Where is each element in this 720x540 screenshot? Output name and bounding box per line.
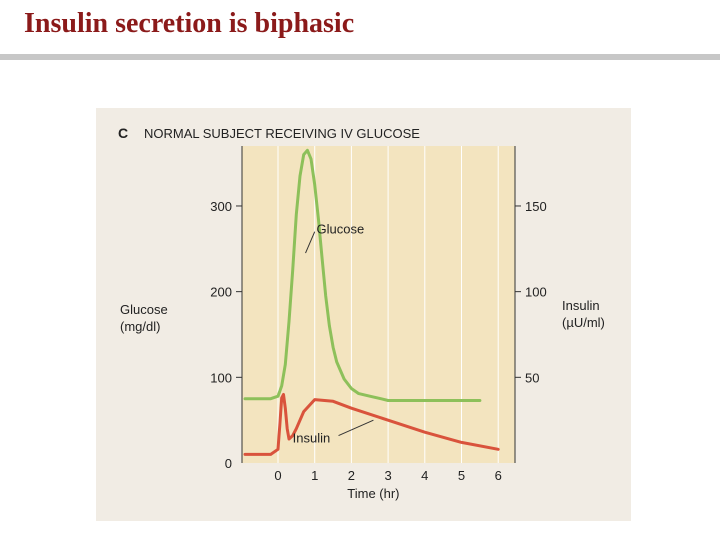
y-right-tick-label: 150 bbox=[525, 199, 547, 214]
insulin-callout-label: Insulin bbox=[293, 430, 331, 445]
chart-title: NORMAL SUBJECT RECEIVING IV GLUCOSE bbox=[144, 126, 420, 141]
x-tick-label: 3 bbox=[384, 468, 391, 483]
x-tick-label: 6 bbox=[495, 468, 502, 483]
slide-title: Insulin secretion is biphasic bbox=[24, 8, 355, 39]
plot-area bbox=[242, 146, 515, 463]
series-line-glucose bbox=[243, 148, 482, 402]
axes bbox=[236, 146, 521, 463]
figure-panel: C NORMAL SUBJECT RECEIVING IV GLUCOSE 0 1… bbox=[96, 108, 631, 521]
x-tick-label: 0 bbox=[274, 468, 281, 483]
x-tick-label: 2 bbox=[348, 468, 355, 483]
title-divider bbox=[0, 54, 720, 60]
grid-lines bbox=[277, 146, 499, 463]
x-axis-label: Time (hr) bbox=[347, 486, 399, 501]
glucose-callout-label: Glucose bbox=[317, 221, 365, 236]
y-right-axis-label: (µU/ml) bbox=[562, 315, 605, 330]
axis-labels: 0 100 200 300 50 100 150 0 1 2 3 4 5 6 Time (hr) Glucos… bbox=[120, 199, 605, 501]
y-right-tick-label: 100 bbox=[525, 285, 547, 300]
y-left-tick-label: 100 bbox=[210, 370, 232, 385]
x-tick-label: 1 bbox=[311, 468, 318, 483]
glucose-callout-leader bbox=[305, 231, 316, 254]
y-left-tick-label: 0 bbox=[225, 456, 232, 471]
y-left-tick-label: 200 bbox=[210, 285, 232, 300]
insulin-callout-leader bbox=[338, 419, 374, 437]
series-group bbox=[243, 148, 500, 456]
y-left-axis-label: (mg/dl) bbox=[120, 319, 160, 334]
y-left-axis-label: Glucose bbox=[120, 302, 168, 317]
y-right-tick-label: 50 bbox=[525, 370, 539, 385]
x-tick-label: 5 bbox=[458, 468, 465, 483]
y-right-axis-label: Insulin bbox=[562, 298, 600, 313]
panel-letter: C bbox=[118, 125, 128, 141]
y-left-tick-label: 300 bbox=[210, 199, 232, 214]
x-tick-label: 4 bbox=[421, 468, 428, 483]
series-line-insulin bbox=[243, 393, 500, 456]
glucose-insulin-chart: C NORMAL SUBJECT RECEIVING IV GLUCOSE 0 1… bbox=[118, 125, 605, 501]
